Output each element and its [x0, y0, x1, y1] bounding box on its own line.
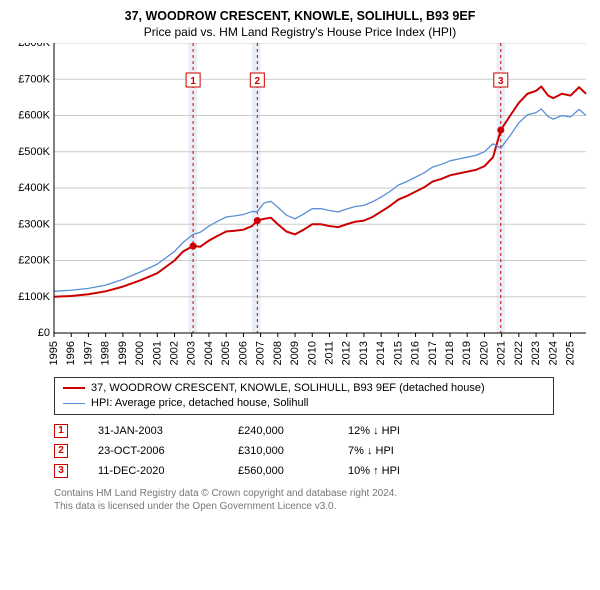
svg-text:2014: 2014 — [375, 341, 387, 365]
sale-row: 3 11-DEC-2020£560,00010% ↑ HPI — [54, 461, 590, 481]
sale-hpi-diff: 7% ↓ HPI — [348, 445, 468, 457]
svg-text:£0: £0 — [38, 327, 50, 339]
svg-text:2015: 2015 — [392, 341, 404, 365]
svg-text:£300K: £300K — [18, 218, 50, 230]
legend-swatch — [63, 403, 85, 404]
sale-marker-box: 1 — [54, 424, 68, 438]
svg-text:2022: 2022 — [513, 341, 525, 365]
sale-hpi-diff: 12% ↓ HPI — [348, 425, 468, 437]
svg-text:1995: 1995 — [48, 341, 60, 365]
svg-text:2009: 2009 — [289, 341, 301, 365]
svg-text:2018: 2018 — [444, 341, 456, 365]
svg-text:1998: 1998 — [100, 341, 112, 365]
svg-text:£100K: £100K — [18, 291, 50, 303]
svg-text:2016: 2016 — [410, 341, 422, 365]
svg-text:2025: 2025 — [565, 341, 577, 365]
svg-text:3: 3 — [498, 76, 504, 87]
footer-attribution: Contains HM Land Registry data © Crown c… — [54, 487, 590, 513]
svg-text:2002: 2002 — [169, 341, 181, 365]
svg-text:2007: 2007 — [255, 341, 267, 365]
chart-title: 37, WOODROW CRESCENT, KNOWLE, SOLIHULL, … — [10, 8, 590, 25]
svg-text:1: 1 — [190, 76, 196, 87]
legend-item: HPI: Average price, detached house, Soli… — [63, 396, 545, 411]
svg-text:£800K: £800K — [18, 43, 50, 49]
svg-text:£600K: £600K — [18, 109, 50, 121]
svg-text:2017: 2017 — [427, 341, 439, 365]
svg-text:2003: 2003 — [186, 341, 198, 365]
sale-marker-box: 3 — [54, 464, 68, 478]
legend: 37, WOODROW CRESCENT, KNOWLE, SOLIHULL, … — [54, 377, 554, 415]
svg-text:2012: 2012 — [341, 341, 353, 365]
svg-text:2000: 2000 — [134, 341, 146, 365]
svg-text:2019: 2019 — [461, 341, 473, 365]
svg-text:2004: 2004 — [203, 341, 215, 365]
svg-text:2008: 2008 — [272, 341, 284, 365]
svg-text:2021: 2021 — [496, 341, 508, 365]
price-chart: £0 £100K £200K £300K £400K £500K £600K £700K £80… — [10, 43, 590, 373]
svg-text:£400K: £400K — [18, 182, 50, 194]
sale-hpi-diff: 10% ↑ HPI — [348, 465, 468, 477]
sale-price: £560,000 — [238, 465, 348, 477]
svg-text:2005: 2005 — [220, 341, 232, 365]
svg-text:2001: 2001 — [151, 341, 163, 365]
sale-row: 2 23-OCT-2006£310,0007% ↓ HPI — [54, 441, 590, 461]
svg-text:£500K: £500K — [18, 146, 50, 158]
legend-label: HPI: Average price, detached house, Soli… — [91, 396, 309, 411]
sale-row: 1 31-JAN-2003£240,00012% ↓ HPI — [54, 421, 590, 441]
sale-date: 23-OCT-2006 — [98, 445, 238, 457]
svg-text:£700K: £700K — [18, 73, 50, 85]
svg-text:2011: 2011 — [323, 341, 335, 365]
svg-text:2006: 2006 — [237, 341, 249, 365]
svg-text:2013: 2013 — [358, 341, 370, 365]
chart-subtitle: Price paid vs. HM Land Registry's House … — [10, 25, 590, 39]
svg-text:2020: 2020 — [478, 341, 490, 365]
svg-text:£200K: £200K — [18, 254, 50, 266]
sale-marker-box: 2 — [54, 444, 68, 458]
svg-text:1996: 1996 — [65, 341, 77, 365]
sale-date: 31-JAN-2003 — [98, 425, 238, 437]
sales-table: 1 31-JAN-2003£240,00012% ↓ HPI 2 23-OCT-200… — [54, 421, 590, 481]
footer-line-1: Contains HM Land Registry data © Crown c… — [54, 487, 590, 500]
sale-price: £240,000 — [238, 425, 348, 437]
svg-text:2010: 2010 — [306, 341, 318, 365]
legend-swatch — [63, 387, 85, 389]
svg-text:1999: 1999 — [117, 341, 129, 365]
legend-label: 37, WOODROW CRESCENT, KNOWLE, SOLIHULL, … — [91, 381, 485, 396]
sale-date: 11-DEC-2020 — [98, 465, 238, 477]
svg-text:1997: 1997 — [82, 341, 94, 365]
svg-text:2024: 2024 — [547, 341, 559, 365]
footer-line-2: This data is licensed under the Open Gov… — [54, 500, 590, 513]
svg-text:2023: 2023 — [530, 341, 542, 365]
svg-text:2: 2 — [255, 76, 261, 87]
sale-price: £310,000 — [238, 445, 348, 457]
legend-item: 37, WOODROW CRESCENT, KNOWLE, SOLIHULL, … — [63, 381, 545, 396]
